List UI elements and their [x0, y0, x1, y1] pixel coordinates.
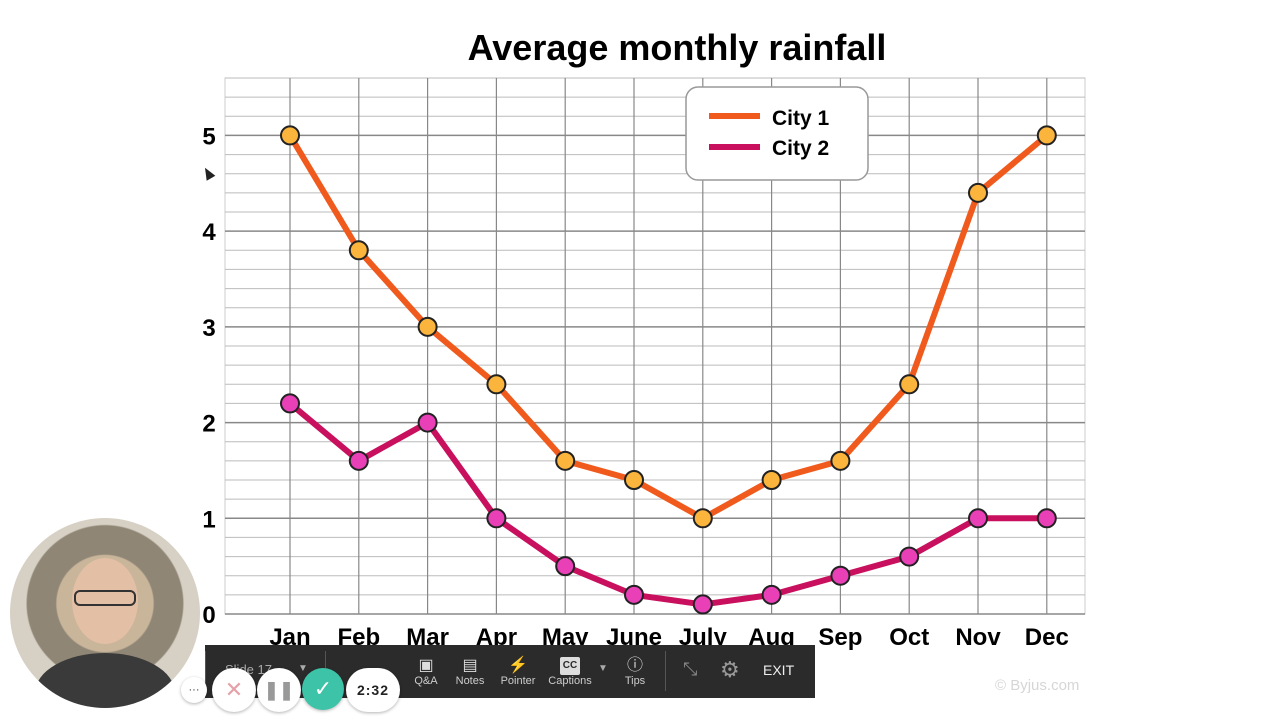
data-point-city-2: [280, 393, 300, 414]
watermark: © Byjus.com: [995, 677, 1080, 694]
pause-icon: ❚❚: [263, 679, 295, 700]
x-tick-label: Sep: [818, 624, 862, 651]
captions-dropdown-icon[interactable]: ▼: [598, 663, 608, 674]
chevron-down-icon[interactable]: ▼: [298, 663, 308, 674]
notes-icon: ▤: [462, 656, 478, 674]
presenter-face: [72, 558, 138, 644]
y-tick-label: 5: [202, 123, 215, 150]
more-button[interactable]: ···: [181, 677, 207, 703]
data-point-city-1: [1036, 125, 1057, 146]
data-point-city-2: [692, 594, 713, 615]
series-line-2: [288, 401, 1047, 608]
data-point-city-1: [417, 316, 438, 337]
data-point-city-1: [761, 470, 782, 490]
data-point-city-1: [280, 125, 300, 146]
info-icon: ⓘ: [626, 656, 643, 674]
check-icon: ✓: [313, 676, 333, 701]
cc-icon: CC: [559, 656, 581, 675]
data-point-city-2: [348, 450, 369, 471]
x-tick-label: Oct: [889, 624, 929, 651]
legend: City 1 City 2: [685, 86, 869, 181]
pointer-button[interactable]: ⚡ Pointer: [500, 656, 536, 687]
x-tick-label: Nov: [955, 624, 1001, 651]
chat-icon: ▣: [418, 656, 434, 674]
data-point-city-1: [692, 508, 713, 529]
pause-button[interactable]: ❚❚: [257, 668, 301, 712]
grid: [224, 77, 1086, 615]
data-point-city-2: [555, 556, 576, 577]
notes-button[interactable]: ▤ Notes: [455, 656, 485, 687]
data-point-city-1: [555, 450, 576, 471]
tips-button[interactable]: ⓘ Tips: [624, 656, 646, 687]
data-point-city-1: [968, 182, 988, 203]
timer: 2:32: [346, 668, 400, 712]
data-point-city-2: [624, 584, 644, 605]
presenter-webcam: [10, 518, 200, 708]
presenter-body: [35, 653, 175, 708]
series-lines: [280, 125, 1057, 615]
data-point-city-1: [486, 374, 507, 395]
legend-label-city-2: City 2: [772, 137, 829, 160]
data-point-city-1: [624, 470, 644, 490]
exit-fullscreen-icon[interactable]: ⤡: [683, 659, 698, 679]
captions-button[interactable]: CC Captions: [545, 645, 595, 698]
data-point-city-1: [899, 374, 920, 395]
x-tick-label: Dec: [1025, 624, 1069, 651]
gear-icon[interactable]: ⚙: [720, 657, 740, 682]
y-tick-label: 2: [202, 411, 215, 438]
data-point-city-1: [830, 450, 851, 471]
y-axis: 0 1 2 3 4 5: [202, 123, 216, 629]
qa-button[interactable]: ▣ Q&A: [414, 656, 438, 687]
pointer-icon: ⚡: [508, 656, 528, 674]
data-point-city-2: [968, 508, 988, 529]
data-point-city-1: [348, 240, 369, 261]
y-tick-label: 0: [202, 602, 215, 629]
confirm-button[interactable]: ✓: [302, 668, 344, 710]
data-point-city-2: [830, 565, 851, 586]
series-line-1: [287, 133, 1049, 522]
y-tick-label: 3: [202, 315, 215, 342]
data-point-city-2: [761, 584, 782, 605]
data-point-city-2: [417, 412, 438, 433]
data-point-city-2: [899, 546, 920, 567]
close-button[interactable]: ✕: [212, 668, 256, 712]
close-icon: ✕: [224, 677, 244, 702]
y-tick-label: 4: [202, 219, 216, 246]
exit-button[interactable]: EXIT: [763, 662, 795, 678]
data-point-city-2: [486, 508, 507, 529]
chart-title: Average monthly rainfall: [468, 27, 887, 68]
y-tick-label: 1: [202, 506, 215, 533]
data-point-city-2: [1036, 508, 1057, 529]
glasses: [74, 590, 136, 606]
legend-label-city-1: City 1: [772, 107, 830, 130]
